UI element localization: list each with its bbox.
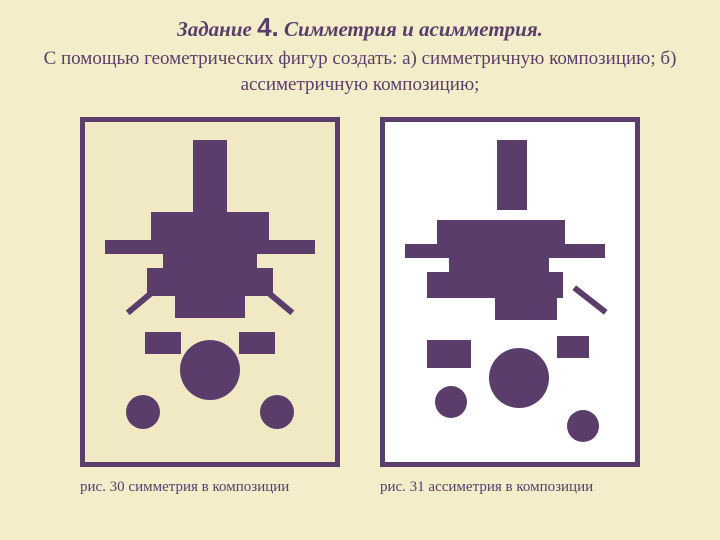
sym-diagonal-1 [260, 285, 294, 315]
subtitle: С помощью геометрических фигур создать: … [0, 46, 720, 97]
asym-rect-1 [437, 220, 565, 244]
sym-circle-0 [180, 340, 240, 400]
sym-rect-6 [145, 332, 181, 354]
asym-rect-5 [495, 298, 557, 320]
figures-row [0, 117, 720, 467]
sym-rect-7 [239, 332, 275, 354]
asym-rect-3 [449, 258, 549, 272]
title: Задание 4. Симметрия и асимметрия. [0, 12, 720, 43]
caption-symmetric: рис. 30 симметрия в композиции [80, 479, 340, 496]
header: Задание 4. Симметрия и асимметрия. С пом… [0, 0, 720, 97]
title-number: 4. [257, 12, 279, 42]
asym-rect-6 [427, 340, 471, 368]
captions-row: рис. 30 симметрия в композиции рис. 31 а… [0, 479, 720, 496]
caption-asymmetric: рис. 31 ассиметрия в композиции [380, 479, 640, 496]
asymmetric-panel [380, 117, 640, 467]
asym-rect-7 [557, 336, 589, 358]
sym-rect-2 [105, 240, 315, 254]
title-suffix: Симметрия и асимметрия. [279, 17, 543, 41]
sym-circle-1 [126, 395, 160, 429]
sym-rect-5 [175, 296, 245, 318]
sym-diagonal-0 [126, 285, 160, 315]
asym-circle-0 [489, 348, 549, 408]
sym-circle-2 [260, 395, 294, 429]
asym-rect-4 [427, 272, 563, 298]
asym-rect-0 [497, 140, 527, 210]
sym-rect-1 [151, 212, 269, 240]
sym-rect-3 [163, 254, 257, 268]
asym-circle-2 [567, 410, 599, 442]
sym-rect-4 [147, 268, 273, 296]
sym-rect-0 [193, 140, 227, 212]
title-prefix: Задание [177, 17, 257, 41]
asym-circle-1 [435, 386, 467, 418]
asym-diagonal-0 [572, 286, 607, 315]
symmetric-panel [80, 117, 340, 467]
asym-rect-2 [405, 244, 605, 258]
